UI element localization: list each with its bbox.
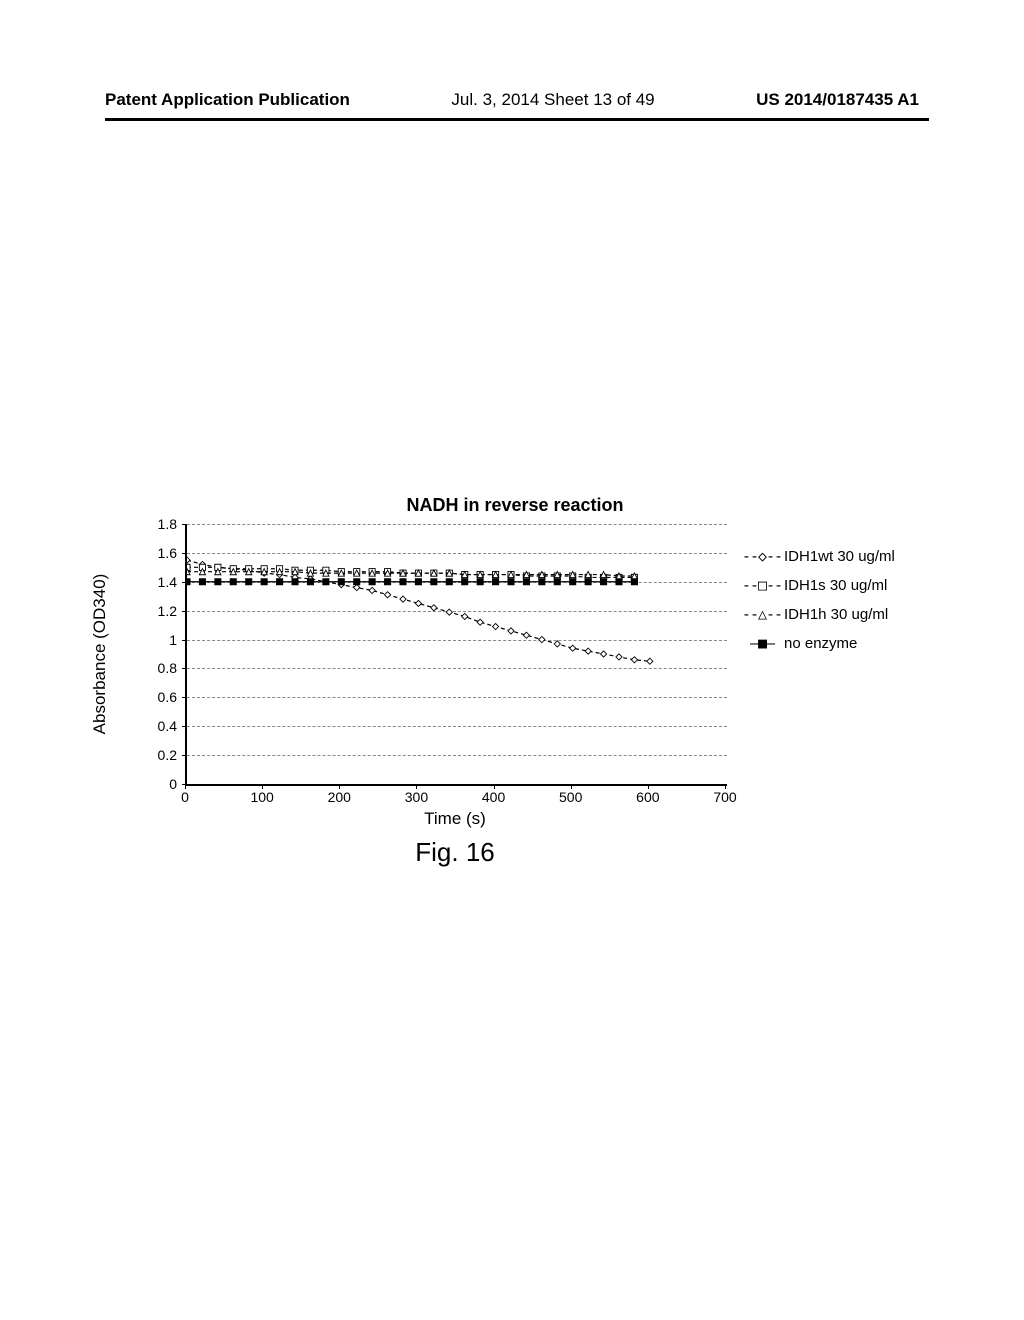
series-marker: [323, 579, 329, 585]
series-marker: [631, 657, 637, 663]
legend-icon: —■—: [740, 634, 784, 652]
plot-area: 00.20.40.60.811.21.41.61.8: [185, 524, 727, 786]
series-marker: [215, 579, 221, 585]
legend-item: —■—no enzyme: [740, 631, 895, 655]
x-tick-label: 700: [713, 789, 736, 805]
legend-item: --◇--IDH1wt 30 ug/ml: [740, 544, 895, 568]
series-marker: [539, 636, 545, 642]
series-marker: [384, 579, 390, 585]
series-marker: [187, 557, 190, 563]
y-tick-label: 0: [137, 776, 177, 792]
series-line: [187, 572, 634, 576]
series-marker: [446, 579, 452, 585]
series-marker: [477, 619, 483, 625]
series-marker: [647, 658, 653, 664]
series-marker: [369, 579, 375, 585]
x-axis-label: Time (s): [185, 809, 725, 829]
y-tick-label: 0.8: [137, 660, 177, 676]
x-tick-label: 300: [405, 789, 428, 805]
series-marker: [492, 579, 498, 585]
legend-icon: --□--: [740, 576, 784, 594]
series-marker: [230, 579, 236, 585]
series-marker: [354, 584, 360, 590]
y-tick-label: 0.6: [137, 689, 177, 705]
series-marker: [400, 579, 406, 585]
legend-label: IDH1s 30 ug/ml: [784, 577, 887, 594]
chart-area: Absorbance (OD340) 00.20.40.60.811.21.41…: [105, 524, 925, 824]
series-marker: [415, 579, 421, 585]
y-tick-label: 1.8: [137, 516, 177, 532]
series-marker: [492, 623, 498, 629]
series-marker: [539, 579, 545, 585]
series-marker: [585, 648, 591, 654]
x-tick-label: 500: [559, 789, 582, 805]
y-tick-label: 1.2: [137, 603, 177, 619]
series-marker: [415, 600, 421, 606]
x-tick-label: 200: [328, 789, 351, 805]
series-marker: [431, 579, 437, 585]
series-marker: [523, 579, 529, 585]
header-rule: [105, 118, 929, 121]
x-tick-label: 0: [181, 789, 189, 805]
header-left: Patent Application Publication: [105, 90, 350, 110]
series-marker: [462, 613, 468, 619]
series-marker: [508, 628, 514, 634]
legend: --◇--IDH1wt 30 ug/ml--□--IDH1s 30 ug/ml-…: [740, 539, 895, 660]
series-marker: [338, 579, 344, 585]
series-marker: [600, 579, 606, 585]
series-line: [187, 567, 634, 577]
x-tick-label: 400: [482, 789, 505, 805]
series-marker: [462, 579, 468, 585]
series-marker: [307, 579, 313, 585]
series-marker: [600, 651, 606, 657]
legend-icon: --△--: [740, 605, 784, 623]
y-axis-label: Absorbance (OD340): [90, 574, 110, 735]
y-tick-label: 1: [137, 632, 177, 648]
series-marker: [400, 596, 406, 602]
series-marker: [369, 587, 375, 593]
series-marker: [384, 592, 390, 598]
series-marker: [276, 579, 282, 585]
series-marker: [354, 579, 360, 585]
series-marker: [570, 645, 576, 651]
series-marker: [292, 579, 298, 585]
chart-title: NADH in reverse reaction: [240, 495, 790, 516]
legend-label: IDH1h 30 ug/ml: [784, 606, 888, 623]
series-marker: [554, 641, 560, 647]
y-tick-label: 1.6: [137, 545, 177, 561]
legend-item: --□--IDH1s 30 ug/ml: [740, 573, 895, 597]
series-svg: [187, 524, 727, 784]
series-marker: [523, 632, 529, 638]
series-marker: [631, 579, 637, 585]
header-right: US 2014/0187435 A1: [756, 90, 919, 110]
page: Patent Application Publication Jul. 3, 2…: [0, 0, 1024, 1320]
legend-label: IDH1wt 30 ug/ml: [784, 548, 895, 565]
legend-icon: --◇--: [740, 547, 784, 565]
series-marker: [431, 605, 437, 611]
series-marker: [261, 579, 267, 585]
header-center: Jul. 3, 2014 Sheet 13 of 49: [451, 90, 654, 110]
series-marker: [477, 579, 483, 585]
series-marker: [246, 579, 252, 585]
page-header: Patent Application Publication Jul. 3, 2…: [0, 90, 1024, 110]
y-tick-label: 0.4: [137, 718, 177, 734]
series-marker: [199, 579, 205, 585]
x-tick-label: 100: [250, 789, 273, 805]
series-marker: [554, 579, 560, 585]
figure-label: Fig. 16: [185, 837, 725, 868]
series-marker: [585, 579, 591, 585]
series-marker: [446, 609, 452, 615]
y-tick-label: 1.4: [137, 574, 177, 590]
series-marker: [616, 579, 622, 585]
x-tick-label: 600: [636, 789, 659, 805]
y-tick-label: 0.2: [137, 747, 177, 763]
series-marker: [187, 579, 190, 585]
series-marker: [508, 579, 514, 585]
legend-label: no enzyme: [784, 635, 857, 652]
series-marker: [616, 654, 622, 660]
figure: NADH in reverse reaction Absorbance (OD3…: [105, 495, 925, 824]
series-marker: [570, 579, 576, 585]
legend-item: --△--IDH1h 30 ug/ml: [740, 602, 895, 626]
